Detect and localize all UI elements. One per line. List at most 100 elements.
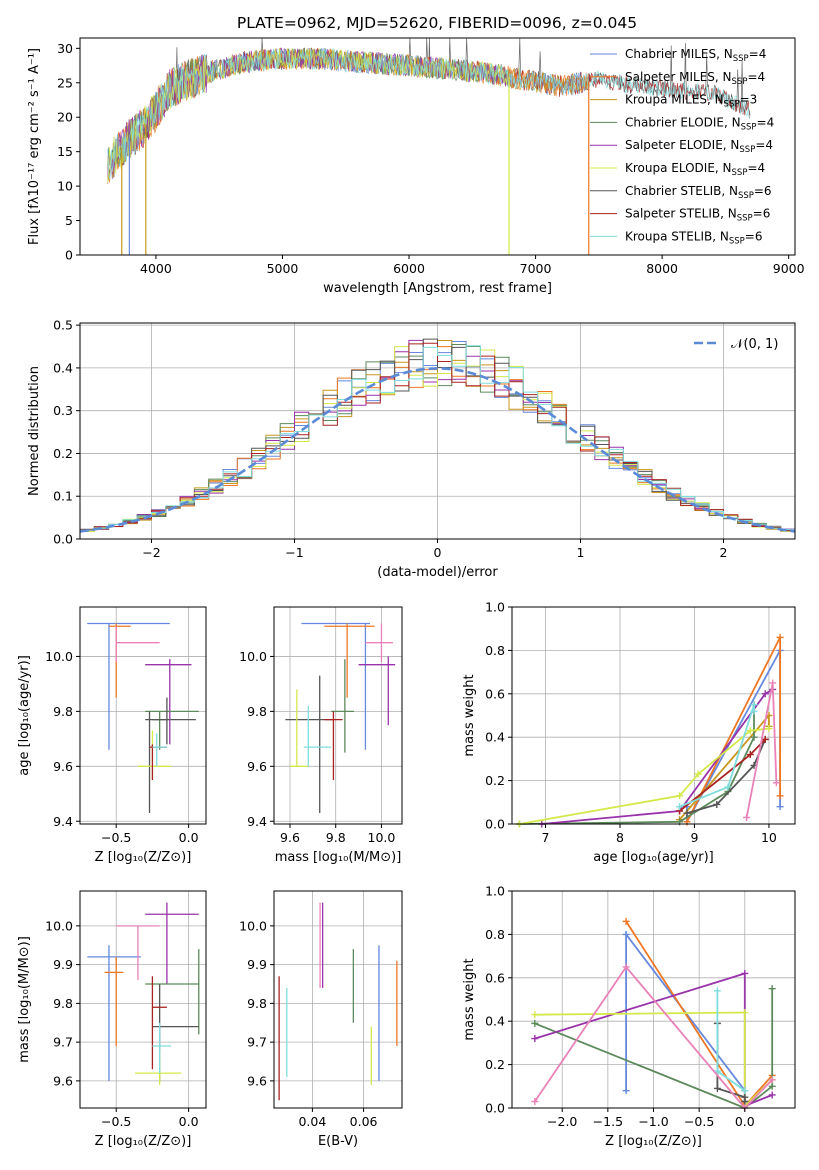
y-tick-label: 9.6 bbox=[53, 759, 73, 774]
legend-label: Salpeter MILES, NSSP=4 bbox=[625, 70, 765, 87]
weight-marker bbox=[676, 792, 684, 800]
x-tick-label: 9.6 bbox=[280, 830, 300, 845]
weight-marker bbox=[761, 690, 769, 698]
x-tick-label: 2 bbox=[720, 545, 728, 560]
y-tick-label: 0 bbox=[65, 248, 73, 263]
y-tick-label: 0.8 bbox=[485, 643, 505, 658]
y-tick-label: 9.7 bbox=[247, 1035, 267, 1050]
y-tick-label: 15 bbox=[57, 144, 73, 159]
x-tick-label: −2.0 bbox=[547, 1114, 577, 1129]
weight-marker bbox=[761, 735, 769, 743]
weight-marker bbox=[531, 1097, 539, 1105]
weight-line bbox=[534, 988, 774, 1110]
mass-vs-metallicity-panel: −0.5 0.0 9.6 9.7 9.8 9.9 10.0 Z [log₁₀(Z/Z⊙)] ma… bbox=[17, 890, 207, 1149]
weight-marker bbox=[776, 633, 784, 641]
y-tick-label: 0.2 bbox=[485, 1057, 505, 1072]
weight-marker bbox=[741, 1087, 749, 1095]
residuals-panel: −2 −1 0 1 2 0.0 0.1 0.2 0.3 0.4 0.5 (data-model)/er… bbox=[27, 318, 796, 580]
weight-marker bbox=[768, 1076, 776, 1084]
y-axis-label: mass [log₁₀(M/M⊙)] bbox=[17, 936, 32, 1063]
y-tick-label: 9.8 bbox=[53, 996, 73, 1011]
y-tick-label: 0.4 bbox=[485, 1014, 505, 1029]
legend-label: Chabrier STELIB, NSSP=6 bbox=[625, 184, 772, 201]
weight-marker bbox=[746, 751, 754, 759]
x-axis-label: wavelength [Angstrom, rest frame] bbox=[323, 281, 552, 296]
x-tick-label: −1.0 bbox=[638, 1114, 668, 1129]
spectrum-line bbox=[107, 48, 751, 180]
x-tick-label: 9000 bbox=[773, 261, 805, 276]
x-tick-label: 0.0 bbox=[179, 1114, 199, 1129]
legend-label: Kroupa MILES, NSSP=3 bbox=[625, 93, 757, 110]
y-tick-label: 9.8 bbox=[247, 996, 267, 1011]
weight-marker bbox=[622, 917, 630, 925]
y-axis-label: Flux [fλ10⁻¹⁷ erg cm⁻² s⁻¹ A⁻¹] bbox=[27, 48, 42, 245]
gaussian-curve bbox=[79, 367, 796, 533]
legend-label: Kroupa STELIB, NSSP=6 bbox=[625, 229, 763, 246]
y-tick-label: 0.6 bbox=[485, 970, 505, 985]
axes-frame bbox=[79, 37, 796, 256]
weight-marker bbox=[622, 1087, 630, 1095]
x-tick-label: −1 bbox=[285, 545, 303, 560]
x-tick-label: −1.5 bbox=[593, 1114, 623, 1129]
axes-frame bbox=[273, 890, 403, 1109]
weight-marker bbox=[768, 1082, 776, 1090]
y-axis-label: Normed distribution bbox=[27, 366, 42, 496]
x-tick-label: 9 bbox=[690, 830, 698, 845]
weight-marker bbox=[750, 733, 758, 741]
histogram-step bbox=[80, 346, 795, 532]
axes-frame bbox=[79, 606, 207, 825]
weight-marker bbox=[741, 1097, 749, 1105]
axes-frame bbox=[273, 606, 403, 825]
x-axis-label: (data-model)/error bbox=[377, 565, 498, 580]
axes-frame bbox=[79, 890, 207, 1109]
y-tick-label: 9.9 bbox=[53, 957, 73, 972]
x-axis-label: mass [log₁₀(M/M⊙)] bbox=[275, 850, 402, 865]
y-tick-label: 0.3 bbox=[53, 403, 73, 418]
x-tick-label: 0.0 bbox=[179, 830, 199, 845]
y-tick-label: 9.6 bbox=[247, 1073, 267, 1088]
y-tick-label: 9.9 bbox=[247, 957, 267, 972]
x-tick-label: 10.0 bbox=[368, 830, 396, 845]
y-axis-label: age [log₁₀(age/yr)] bbox=[17, 655, 32, 776]
weight-marker bbox=[531, 1019, 539, 1027]
y-tick-label: 5 bbox=[65, 213, 73, 228]
weight-marker bbox=[768, 985, 776, 993]
mass-vs-ebv-panel: 0.04 0.06 9.6 9.7 9.8 9.9 10.0 E(B-V) bbox=[239, 890, 403, 1149]
age-vs-metallicity-panel: −0.5 0.0 9.4 9.6 9.8 10.0 Z [log₁₀(Z/Z⊙)] age [… bbox=[17, 606, 207, 865]
spectrum-panel: 4000 5000 6000 7000 8000 9000 0 5 10 15 20 25 30 wave… bbox=[27, 37, 805, 296]
x-tick-label: 7 bbox=[542, 830, 550, 845]
weight-marker bbox=[769, 679, 777, 687]
weight-marker bbox=[743, 813, 751, 821]
x-tick-label: 0 bbox=[434, 545, 442, 560]
x-tick-label: −2 bbox=[142, 545, 160, 560]
weight-marker bbox=[746, 727, 754, 735]
weight-marker bbox=[713, 800, 721, 808]
spectrum-line bbox=[107, 47, 509, 184]
y-tick-label: 0.5 bbox=[53, 318, 73, 333]
weight-marker bbox=[776, 792, 784, 800]
y-tick-label: 9.4 bbox=[247, 814, 267, 829]
weight-marker bbox=[683, 809, 691, 817]
y-tick-label: 10 bbox=[57, 179, 73, 194]
weight-marker bbox=[676, 803, 684, 811]
y-tick-label: 0.0 bbox=[485, 1101, 505, 1116]
weight-marker bbox=[741, 1009, 749, 1017]
y-tick-label: 0.2 bbox=[53, 446, 73, 461]
y-tick-label: 0.1 bbox=[53, 489, 73, 504]
weight-vs-metallicity-panel: −2.0 −1.5 −1.0 −0.5 0.0 0.0 0.2 0.4 0.6 0.8 1.0 Z [… bbox=[462, 884, 796, 1149]
y-tick-label: 1.0 bbox=[485, 884, 505, 899]
y-tick-label: 0.2 bbox=[485, 773, 505, 788]
weight-marker bbox=[768, 1091, 776, 1099]
histogram-step bbox=[80, 345, 795, 531]
age-vs-mass-panel: 9.6 9.8 10.0 9.4 9.6 9.8 10.0 mass [log₁₀(M/M⊙)… bbox=[239, 606, 403, 865]
weight-marker bbox=[776, 803, 784, 811]
weight-marker bbox=[694, 770, 702, 778]
weight-marker bbox=[765, 725, 773, 733]
weight-marker bbox=[741, 969, 749, 977]
x-tick-label: 10 bbox=[761, 830, 777, 845]
y-tick-label: 1.0 bbox=[485, 600, 505, 615]
y-axis-label: mass weight bbox=[462, 674, 477, 756]
x-axis-label: Z [log₁₀(Z/Z⊙)] bbox=[605, 1134, 702, 1149]
y-tick-label: 0.6 bbox=[485, 686, 505, 701]
